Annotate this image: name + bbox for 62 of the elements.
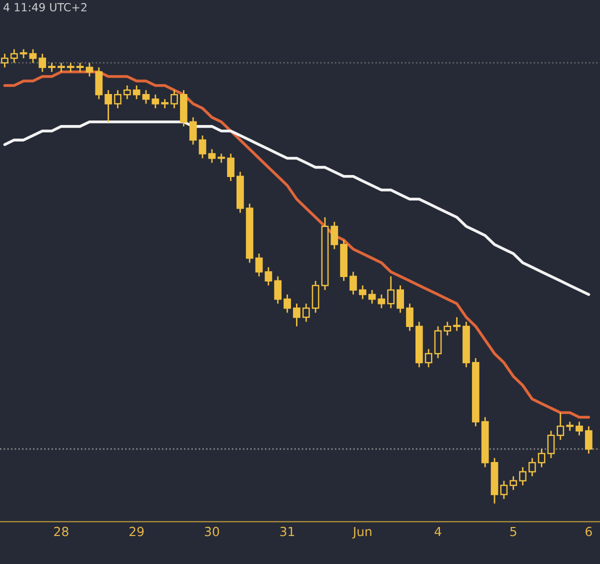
x-tick-label: 29 <box>130 526 144 536</box>
candlestick <box>406 302 414 332</box>
candlestick <box>312 280 320 314</box>
candlestick <box>189 116 197 146</box>
candlestick <box>424 348 432 368</box>
candlestick <box>114 89 122 109</box>
candlestick <box>170 89 178 109</box>
candlestick <box>500 480 508 500</box>
candlestick <box>227 152 234 182</box>
candlestick <box>66 62 74 73</box>
x-tick-label: Jun <box>352 526 372 539</box>
candlestick <box>556 412 564 441</box>
candlestick <box>198 134 206 159</box>
candlestick <box>29 48 37 64</box>
candlestick <box>453 316 461 332</box>
candlestick <box>368 289 376 304</box>
candlestick <box>538 448 546 468</box>
candlestick <box>510 476 518 491</box>
candlestick <box>255 252 263 278</box>
candlestick <box>576 421 583 436</box>
candlestick <box>161 98 169 109</box>
candlestick <box>58 62 65 73</box>
candlestick <box>76 62 84 73</box>
x-tick-label: 28 <box>54 526 68 536</box>
candlestick <box>519 466 526 486</box>
candlestick <box>396 284 404 314</box>
candlestick <box>547 430 555 459</box>
candlestick <box>132 84 140 100</box>
x-tick-label: 31 <box>280 526 294 536</box>
x-tick-label: 6 <box>586 526 592 536</box>
candlestick <box>86 62 94 78</box>
candlestick <box>152 94 160 109</box>
candlestick <box>48 62 56 73</box>
candlestick <box>387 276 395 309</box>
candlestick <box>264 266 272 286</box>
candlestick <box>10 48 18 64</box>
text: 4 11:49 UTC+2 <box>4 3 86 12</box>
candlestick <box>218 152 226 164</box>
x-tick-label: 30 <box>204 526 220 536</box>
candlestick <box>293 302 300 328</box>
candlestick <box>358 284 366 300</box>
x-tick-label: 4 <box>434 526 442 536</box>
candlestick <box>20 48 28 59</box>
candlestick <box>274 276 282 304</box>
candlestick <box>350 271 357 296</box>
candlestick <box>123 84 131 100</box>
candlestick <box>38 53 46 73</box>
candlestick <box>302 302 310 322</box>
candlestick <box>95 66 103 100</box>
candlestick <box>284 294 291 314</box>
x-tick-label: 5 <box>510 526 516 536</box>
candlestick <box>585 426 592 454</box>
candlestick <box>208 148 216 164</box>
candlestick <box>566 421 574 432</box>
candlestick <box>378 294 386 309</box>
candlestick <box>104 89 112 123</box>
candlestick <box>528 457 536 477</box>
candlestick <box>434 326 442 359</box>
candlestick <box>142 89 150 104</box>
candlestick <box>330 221 338 250</box>
candlestick <box>444 321 452 336</box>
candlestick <box>1 53 8 68</box>
